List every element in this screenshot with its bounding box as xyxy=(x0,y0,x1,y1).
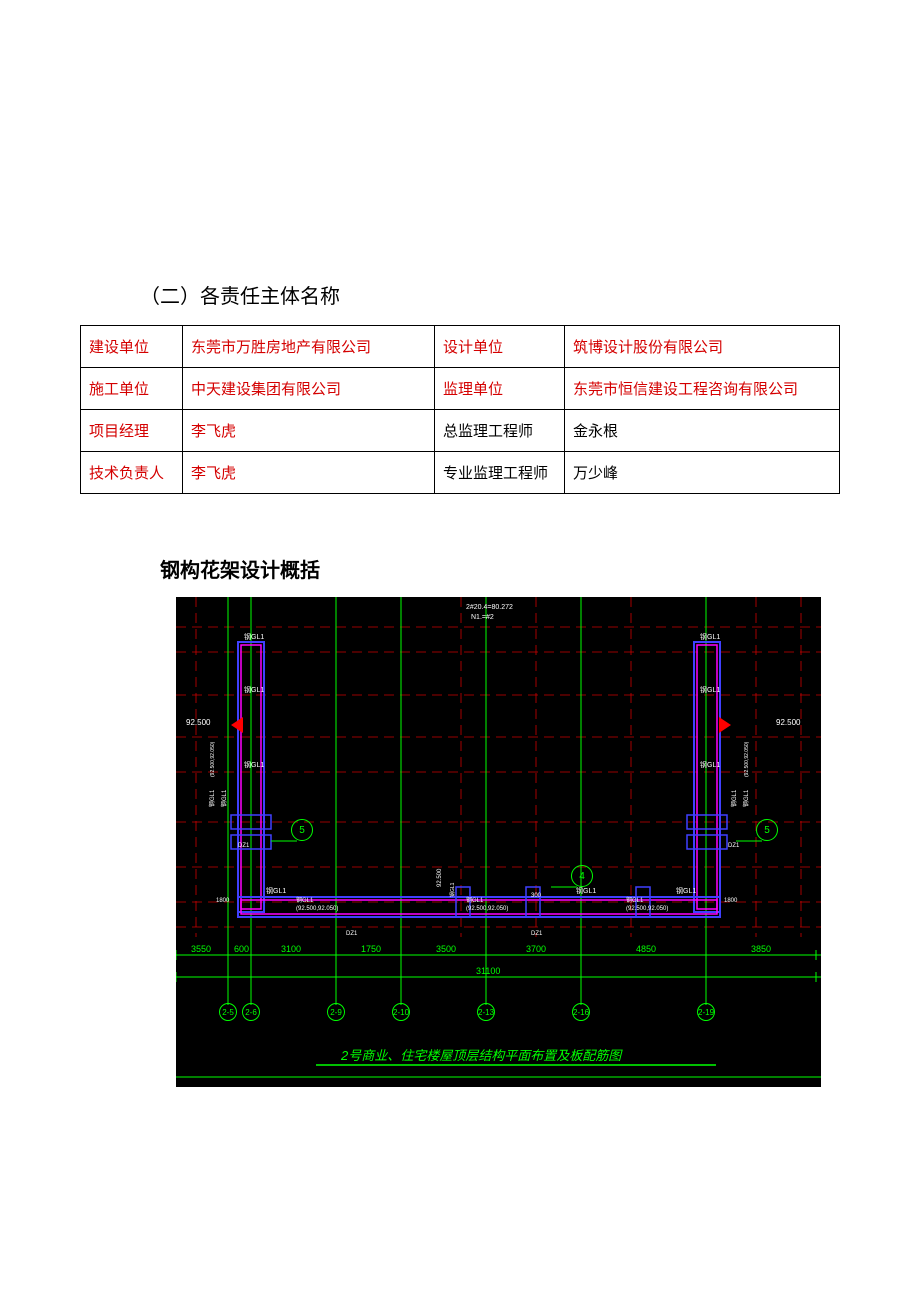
table-cell: 万少峰 xyxy=(565,452,840,494)
cad-drawing: 钢GL1 钢GL1 钢GL1 钢GL1 钢GL1 钢GL1 钢GL1 钢GL1 钢GL1 钢GL1… xyxy=(176,597,821,1087)
svg-text:92.500: 92.500 xyxy=(186,718,211,727)
axis-mark: 2-6 xyxy=(242,1003,260,1021)
table-row: 项目经理李飞虎总监理工程师金永根 xyxy=(81,410,840,452)
section-heading-1: （二）各责任主体名称 xyxy=(140,280,840,309)
svg-text:钢GL1: 钢GL1 xyxy=(266,886,286,895)
svg-text:钢GL1: 钢GL1 xyxy=(730,789,738,807)
section-mark: 4 xyxy=(571,865,593,887)
table-cell: 李飞虎 xyxy=(183,410,435,452)
axis-mark: 2-10 xyxy=(392,1003,410,1021)
svg-text:钢GL1: 钢GL1 xyxy=(700,760,720,769)
svg-text:钢GL1: 钢GL1 xyxy=(742,789,750,807)
table-cell: 东莞市恒信建设工程咨询有限公司 xyxy=(565,368,840,410)
svg-text:(92.500,92.050): (92.500,92.050) xyxy=(466,906,508,912)
svg-text:3500: 3500 xyxy=(436,944,456,954)
svg-text:92.500: 92.500 xyxy=(437,868,443,887)
svg-text:(92.500,92.050): (92.500,92.050) xyxy=(296,906,338,912)
svg-text:钢GL1: 钢GL1 xyxy=(700,632,720,641)
svg-text:2#20.4=80.272: 2#20.4=80.272 xyxy=(466,604,513,611)
svg-text:钢GL1: 钢GL1 xyxy=(449,882,456,897)
svg-text:3100: 3100 xyxy=(281,944,301,954)
table-cell: 监理单位 xyxy=(435,368,565,410)
svg-text:(92.500,92.050): (92.500,92.050) xyxy=(626,906,668,912)
section-heading-2: 钢构花架设计概括 xyxy=(160,554,840,583)
svg-text:钢GL1: 钢GL1 xyxy=(700,685,720,694)
svg-text:钢GL1: 钢GL1 xyxy=(576,886,596,895)
svg-text:DZ1: DZ1 xyxy=(346,931,358,937)
svg-text:DZ1: DZ1 xyxy=(728,843,740,849)
svg-text:31100: 31100 xyxy=(476,966,500,976)
svg-text:钢GL1: 钢GL1 xyxy=(208,789,216,807)
svg-text:3700: 3700 xyxy=(526,944,546,954)
axis-mark: 2-16 xyxy=(572,1003,590,1021)
table-cell: 项目经理 xyxy=(81,410,183,452)
svg-text:(92.500,92.050): (92.500,92.050) xyxy=(210,741,216,777)
svg-text:600: 600 xyxy=(234,944,249,954)
svg-text:钢GL1: 钢GL1 xyxy=(244,685,264,694)
svg-text:92.500: 92.500 xyxy=(776,718,801,727)
table-cell: 专业监理工程师 xyxy=(435,452,565,494)
table-cell: 东莞市万胜房地产有限公司 xyxy=(183,326,435,368)
svg-text:1800: 1800 xyxy=(724,898,738,904)
svg-text:N1.=#2: N1.=#2 xyxy=(471,614,494,621)
svg-text:钢GL1: 钢GL1 xyxy=(466,896,484,904)
table-cell: 中天建设集团有限公司 xyxy=(183,368,435,410)
table-row: 建设单位东莞市万胜房地产有限公司设计单位筑博设计股份有限公司 xyxy=(81,326,840,368)
svg-text:1750: 1750 xyxy=(361,944,381,954)
table-row: 施工单位中天建设集团有限公司监理单位东莞市恒信建设工程咨询有限公司 xyxy=(81,368,840,410)
section-mark: 5 xyxy=(756,819,778,841)
svg-text:钢GL1: 钢GL1 xyxy=(626,896,644,904)
table-cell: 李飞虎 xyxy=(183,452,435,494)
svg-text:300: 300 xyxy=(531,893,542,899)
svg-text:钢GL1: 钢GL1 xyxy=(244,760,264,769)
table-cell: 筑博设计股份有限公司 xyxy=(565,326,840,368)
table-cell: 施工单位 xyxy=(81,368,183,410)
table-cell: 总监理工程师 xyxy=(435,410,565,452)
svg-text:DZ1: DZ1 xyxy=(531,931,543,937)
svg-text:DZ1: DZ1 xyxy=(238,843,250,849)
axis-mark: 2-9 xyxy=(327,1003,345,1021)
svg-text:钢GL1: 钢GL1 xyxy=(244,632,264,641)
svg-text:(92.500,92.050): (92.500,92.050) xyxy=(744,741,750,777)
svg-text:1800: 1800 xyxy=(216,898,230,904)
responsibility-table: 建设单位东莞市万胜房地产有限公司设计单位筑博设计股份有限公司施工单位中天建设集团… xyxy=(80,325,840,494)
svg-text:钢GL1: 钢GL1 xyxy=(296,896,314,904)
svg-text:钢GL1: 钢GL1 xyxy=(676,886,696,895)
table-row: 技术负责人李飞虎专业监理工程师万少峰 xyxy=(81,452,840,494)
table-cell: 设计单位 xyxy=(435,326,565,368)
section-mark: 5 xyxy=(291,819,313,841)
axis-mark: 2-13 xyxy=(477,1003,495,1021)
table-cell: 金永根 xyxy=(565,410,840,452)
svg-text:3850: 3850 xyxy=(751,944,771,954)
table-cell: 技术负责人 xyxy=(81,452,183,494)
axis-mark: 2-19 xyxy=(697,1003,715,1021)
table-cell: 建设单位 xyxy=(81,326,183,368)
cad-title: 2号商业、住宅楼屋顶层结构平面布置及板配筋图 xyxy=(341,1045,621,1064)
svg-text:3550: 3550 xyxy=(191,944,211,954)
axis-mark: 2-5 xyxy=(219,1003,237,1021)
svg-text:钢GL1: 钢GL1 xyxy=(220,789,228,807)
svg-text:4850: 4850 xyxy=(636,944,656,954)
